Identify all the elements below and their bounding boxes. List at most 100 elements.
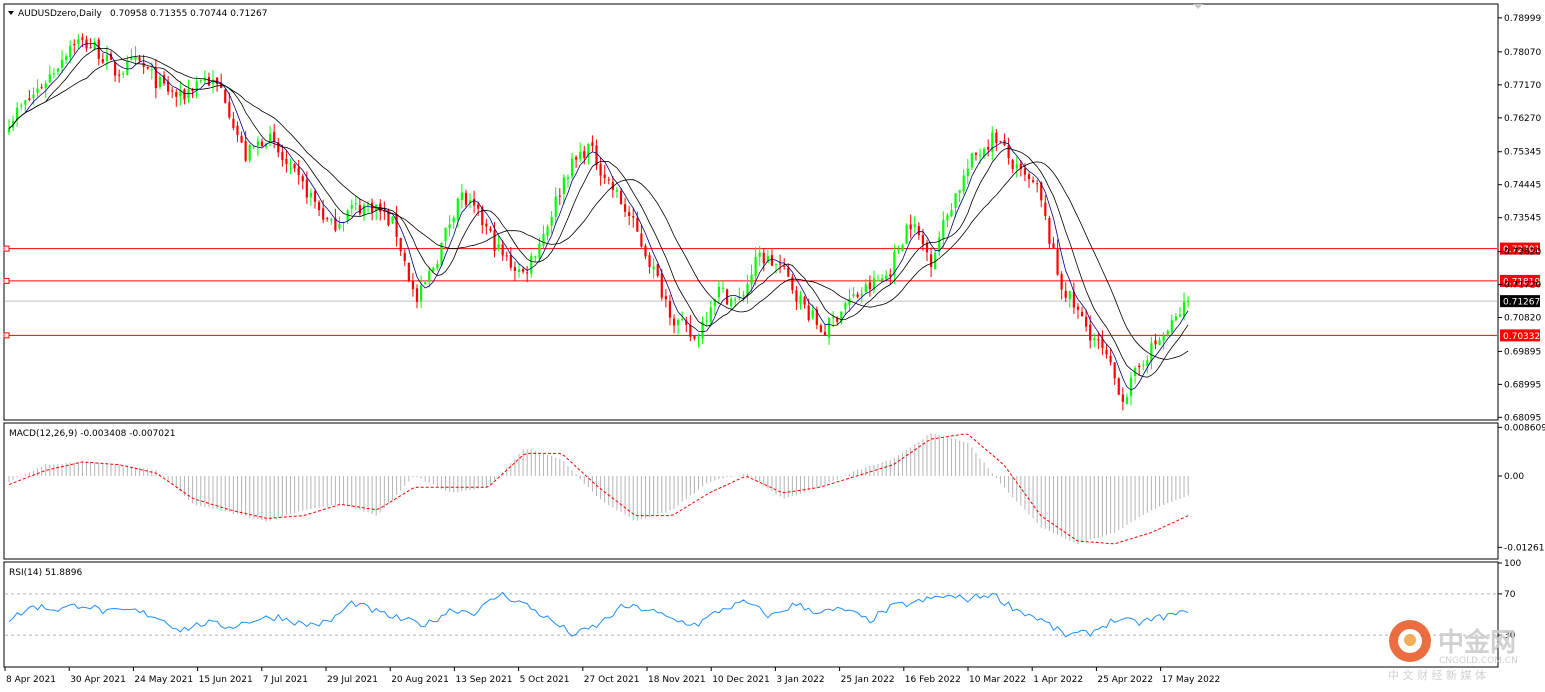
candle <box>77 34 80 50</box>
candle <box>607 176 610 185</box>
candle <box>485 218 488 235</box>
candle <box>28 90 31 102</box>
time-tick-label: 18 Nov 2021 <box>648 675 706 685</box>
candle <box>970 152 973 171</box>
candle <box>501 240 504 261</box>
candle <box>101 52 104 65</box>
price-tick-label: 0.75345 <box>1504 148 1541 158</box>
candle <box>1158 336 1161 346</box>
candle <box>16 102 19 127</box>
candle <box>317 200 321 217</box>
candle <box>901 243 904 252</box>
candle <box>538 237 541 263</box>
time-tick-label: 3 Jan 2022 <box>776 675 824 685</box>
time-tick-label: 13 Sep 2021 <box>455 675 512 685</box>
candle <box>1146 355 1149 374</box>
candle <box>1121 387 1124 411</box>
candle <box>407 262 410 283</box>
candle <box>1040 181 1043 208</box>
candle <box>89 38 92 49</box>
price-pane[interactable] <box>3 3 1499 421</box>
candle <box>395 205 398 247</box>
candle <box>587 143 590 165</box>
candle <box>1109 348 1112 366</box>
candle <box>1113 362 1116 385</box>
candle <box>424 280 427 285</box>
candle <box>387 208 390 227</box>
candle <box>171 87 174 99</box>
candle <box>570 152 574 179</box>
candle <box>411 273 415 297</box>
candle <box>452 215 455 229</box>
candle <box>783 258 786 270</box>
candle <box>468 193 472 209</box>
candle <box>656 263 659 278</box>
candle <box>848 289 851 312</box>
candle <box>346 209 349 225</box>
time-tick-label: 25 Jan 2022 <box>841 675 895 685</box>
macd-tick-label: -0.012617 <box>1504 543 1545 553</box>
candle <box>150 62 153 80</box>
candle <box>709 300 712 327</box>
candle <box>983 147 986 159</box>
candle <box>338 216 341 231</box>
candle <box>950 203 953 218</box>
candle <box>56 67 60 76</box>
candle <box>1080 306 1084 317</box>
rsi-pane[interactable] <box>3 561 1499 668</box>
horizontal-levels[interactable]: 0.72701 0.71819 0.70332 0.71267 <box>3 242 1540 342</box>
candle <box>558 188 561 206</box>
candle <box>856 291 859 299</box>
candle <box>285 149 288 173</box>
candle <box>1007 137 1010 165</box>
candle <box>154 58 157 99</box>
candle <box>962 169 965 195</box>
candle <box>36 79 39 97</box>
candle <box>297 159 300 185</box>
rsi-axis: 100 70 30 <box>1498 559 1521 641</box>
candle <box>754 247 757 286</box>
candle <box>264 142 268 150</box>
current-price-tag <box>1500 295 1540 308</box>
candle <box>146 66 149 70</box>
candle <box>701 316 704 344</box>
candle <box>1031 176 1035 184</box>
time-tick-label: 7 Jul 2021 <box>263 675 308 685</box>
candle <box>436 260 439 271</box>
level-handle-1[interactable] <box>3 245 10 252</box>
candle <box>1105 344 1108 359</box>
candle <box>1068 290 1071 308</box>
candle <box>1162 332 1165 350</box>
candle <box>876 274 880 282</box>
candle <box>542 225 545 249</box>
price-axis: 0.78999 0.78070 0.77170 0.76270 0.75345 0.744… <box>1498 14 1541 423</box>
candle <box>195 76 198 99</box>
macd-pane[interactable] <box>3 422 1499 560</box>
symbol-dropdown-icon[interactable] <box>8 11 14 15</box>
candle <box>309 188 313 207</box>
candle <box>632 207 635 228</box>
candle <box>7 119 11 136</box>
watermark-site: CNGOLD.COM.CN <box>1439 656 1518 666</box>
candle <box>281 144 284 167</box>
candle <box>881 274 884 283</box>
candle <box>974 151 978 161</box>
candle <box>505 251 508 261</box>
candle <box>795 286 798 310</box>
candle <box>224 88 227 104</box>
shift-marker-icon[interactable] <box>1193 4 1203 9</box>
candle <box>1060 271 1063 300</box>
candle <box>774 263 778 274</box>
price-tick-label: 0.71720 <box>1504 281 1541 291</box>
rsi-tick-label: 70 <box>1504 590 1516 600</box>
candle <box>550 211 553 234</box>
time-tick-label: 1 Apr 2022 <box>1033 675 1083 685</box>
candle <box>419 275 423 309</box>
candle <box>823 325 827 337</box>
candle <box>603 165 606 184</box>
level-handle-2[interactable] <box>3 277 10 284</box>
candle <box>236 121 239 143</box>
candle <box>762 248 765 272</box>
level-handle-3[interactable] <box>3 332 10 339</box>
